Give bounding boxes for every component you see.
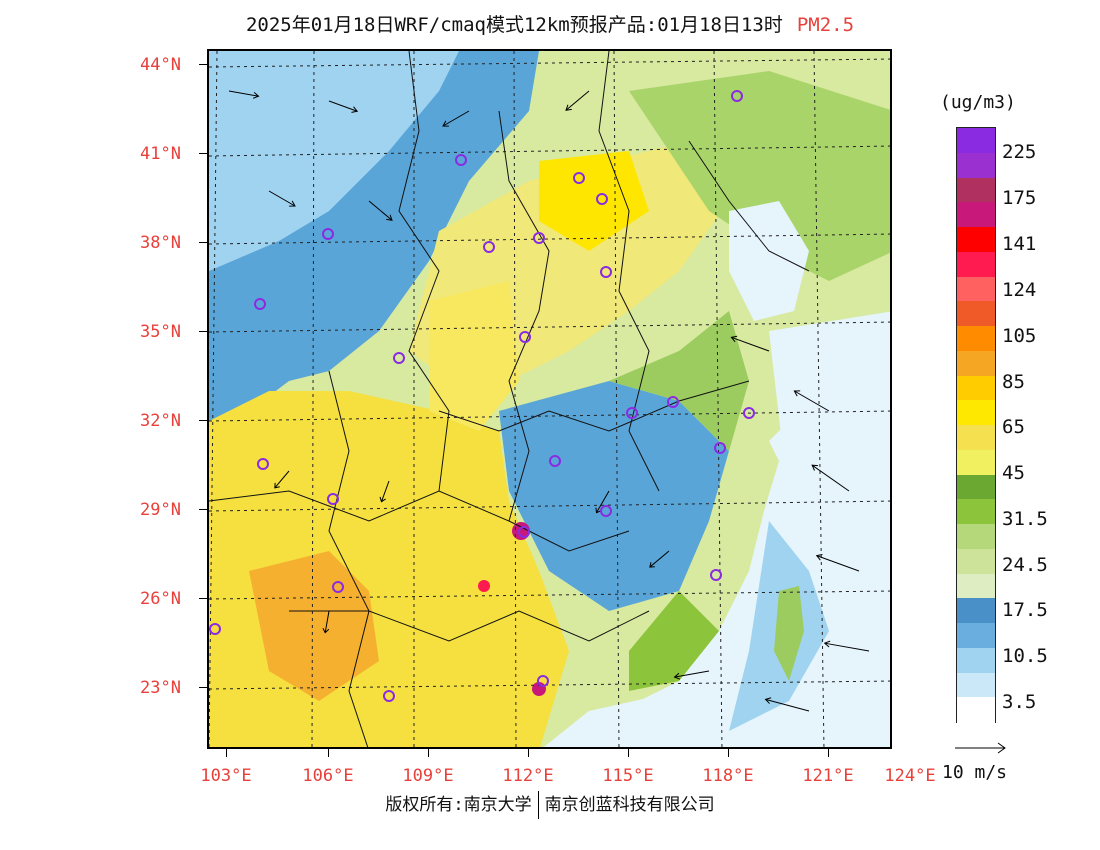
- legend-color-box: [957, 376, 995, 401]
- legend-tick-label: 124: [1002, 279, 1036, 301]
- legend-color-box: [957, 252, 995, 277]
- legend-color-box: [957, 351, 995, 376]
- lon-label: 103°E: [200, 766, 251, 786]
- lat-label: 44°N: [140, 55, 181, 75]
- footer-divider: [538, 791, 539, 819]
- legend-color-box: [957, 153, 995, 178]
- lon-label: 112°E: [502, 766, 553, 786]
- legend-unit-label: (ug/m3): [940, 92, 1016, 113]
- pm25-map[interactable]: [209, 51, 892, 749]
- legend-tick-label: 24.5: [1002, 554, 1048, 576]
- legend-tick-label: 45: [1002, 462, 1025, 484]
- legend-color-box: [957, 499, 995, 524]
- legend-tick-label: 31.5: [1002, 508, 1048, 530]
- legend-color-box: [957, 400, 995, 425]
- lat-label: 29°N: [140, 500, 181, 520]
- legend-tick-label: 17.5: [1002, 599, 1048, 621]
- lat-label: 35°N: [140, 322, 181, 342]
- legend-color-box: [957, 277, 995, 302]
- species-label: PM2.5: [797, 14, 854, 36]
- legend-tick-label: 175: [1002, 187, 1036, 209]
- legend-tick-label: 225: [1002, 141, 1036, 163]
- lon-label: 115°E: [602, 766, 653, 786]
- lat-label: 32°N: [140, 411, 181, 431]
- legend-tick-label: 105: [1002, 325, 1036, 347]
- legend-color-box: [957, 648, 995, 673]
- lon-label: 118°E: [702, 766, 753, 786]
- legend-tick-label: 3.5: [1002, 691, 1036, 713]
- lon-label: 106°E: [302, 766, 353, 786]
- legend-color-box: [957, 450, 995, 475]
- legend-color-box: [957, 425, 995, 450]
- hotspot-south: [478, 580, 490, 592]
- legend-color-box: [957, 598, 995, 623]
- legend-color-box: [957, 697, 995, 722]
- legend-color-box: [957, 574, 995, 599]
- title-bar: 2025年01月18日WRF/cmaq模式12km预报产品:01月18日13时 P…: [0, 10, 1100, 37]
- legend-tick-label: 10.5: [1002, 645, 1048, 667]
- legend-color-box: [957, 227, 995, 252]
- legend-color-box: [957, 673, 995, 698]
- lat-label: 23°N: [140, 678, 181, 698]
- legend-color-box: [957, 524, 995, 549]
- footer-right: 南京创蓝科技有限公司: [545, 795, 715, 815]
- lon-label: 121°E: [802, 766, 853, 786]
- legend-color-box: [957, 128, 995, 153]
- lon-label: 109°E: [402, 766, 453, 786]
- lat-label: 41°N: [140, 144, 181, 164]
- legend-color-box: [957, 623, 995, 648]
- legend-color-box: [957, 301, 995, 326]
- legend-color-box: [957, 475, 995, 500]
- legend-color-box: [957, 549, 995, 574]
- wind-reference-arrow-icon: [955, 740, 1010, 756]
- footer-left: 版权所有:南京大学: [385, 795, 531, 815]
- legend-color-box: [957, 326, 995, 351]
- legend-tick-label: 141: [1002, 233, 1036, 255]
- legend-tick-label: 65: [1002, 416, 1025, 438]
- legend-color-box: [957, 178, 995, 203]
- wind-reference-label: 10 m/s: [942, 762, 1007, 783]
- hotspot-changsha: [512, 522, 530, 540]
- lon-label: 124°E: [884, 766, 935, 786]
- lat-label: 38°N: [140, 233, 181, 253]
- legend-color-box: [957, 202, 995, 227]
- lat-label: 26°N: [140, 589, 181, 609]
- color-legend-bar: [956, 127, 996, 723]
- legend-tick-label: 85: [1002, 371, 1025, 393]
- title-text: 2025年01月18日WRF/cmaq模式12km预报产品:01月18日13时: [246, 14, 783, 36]
- copyright-footer: 版权所有:南京大学 南京创蓝科技有限公司: [0, 790, 1100, 819]
- map-panel[interactable]: [207, 49, 892, 749]
